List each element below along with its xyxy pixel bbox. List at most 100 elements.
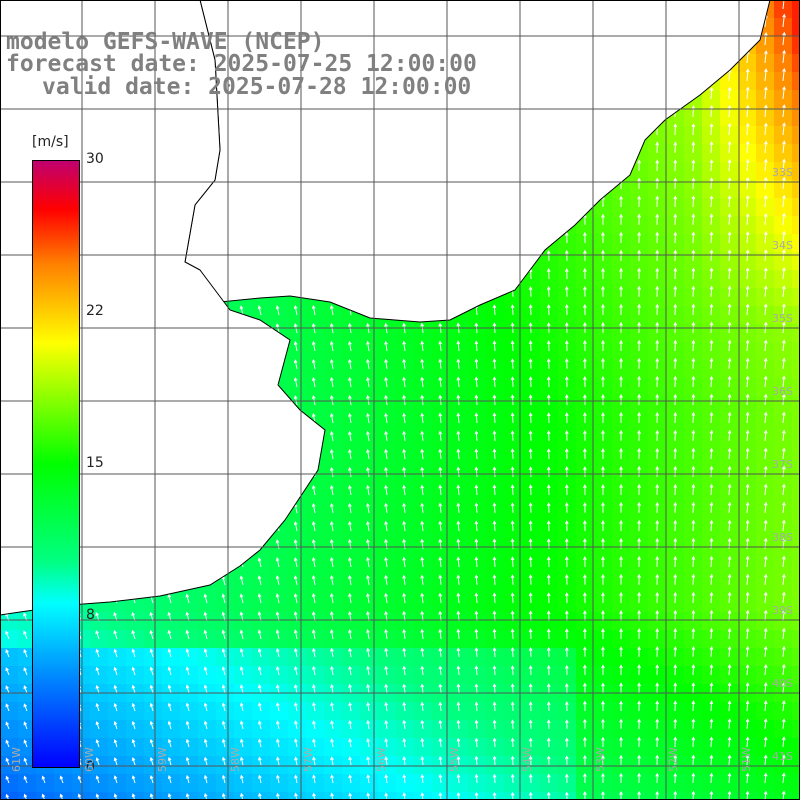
wind-arrow: [330, 629, 334, 640]
wind-cell: [612, 558, 631, 577]
wind-arrow: [510, 773, 515, 784]
wind-cell: [684, 378, 703, 397]
wind-cell: [558, 468, 577, 487]
wind-cell: [288, 648, 307, 667]
wind-cell: [0, 630, 19, 649]
wind-cell: [540, 594, 559, 613]
wind-cell: [450, 324, 469, 343]
wind-cell: [612, 378, 631, 397]
wind-cell: [504, 324, 523, 343]
wind-arrow: [438, 448, 443, 460]
wind-cell: [540, 702, 559, 721]
wind-arrow: [709, 447, 714, 460]
wind-arrow: [402, 774, 407, 784]
wind-arrow: [709, 177, 714, 190]
wind-cell: [378, 576, 397, 595]
wind-cell: [450, 666, 469, 685]
wind-arrow: [402, 448, 406, 460]
wind-arrow: [402, 376, 406, 388]
wind-arrow: [601, 285, 605, 298]
wind-cell: [630, 378, 649, 397]
wind-arrow: [781, 700, 786, 712]
wind-cell: [702, 720, 721, 739]
wind-arrow: [23, 685, 28, 694]
wind-cell: [792, 648, 800, 667]
wind-cell: [126, 612, 145, 631]
wind-arrow: [384, 665, 389, 676]
wind-cell: [198, 738, 217, 757]
wind-arrow: [727, 718, 732, 730]
wind-cell: [774, 144, 793, 163]
wind-cell: [540, 522, 559, 541]
wind-arrow: [438, 520, 443, 532]
wind-arrow: [474, 430, 479, 442]
wind-arrow: [366, 701, 370, 712]
wind-arrow: [311, 304, 316, 316]
wind-cell: [756, 414, 775, 433]
wind-arrow: [727, 339, 732, 352]
wind-cell: [648, 288, 667, 307]
wind-arrow: [763, 429, 768, 442]
wind-arrow: [131, 629, 136, 640]
wind-arrow: [583, 700, 587, 712]
wind-arrow: [601, 339, 605, 352]
wind-arrow: [23, 667, 28, 676]
wind-arrow: [474, 755, 479, 766]
wind-arrow: [764, 122, 768, 136]
wind-arrow: [637, 664, 641, 676]
wind-cell: [414, 540, 433, 559]
wind-arrow: [510, 358, 515, 370]
wind-cell: [324, 486, 343, 505]
wind-arrow: [781, 465, 786, 478]
wind-cell: [738, 774, 757, 793]
wind-cell: [360, 504, 379, 523]
wind-cell: [108, 702, 127, 721]
wind-arrow: [293, 575, 298, 586]
wind-arrow: [691, 627, 696, 640]
wind-cell: [414, 378, 433, 397]
wind-arrow: [763, 718, 768, 730]
wind-arrow: [781, 718, 786, 730]
wind-cell: [378, 630, 397, 649]
wind-cell: [288, 522, 307, 541]
wind-cell: [756, 72, 775, 91]
wind-cell: [558, 666, 577, 685]
wind-cell: [180, 612, 199, 631]
wind-cell: [792, 396, 800, 415]
wind-cell: [720, 72, 739, 91]
wind-cell: [18, 702, 37, 721]
wind-arrow: [257, 738, 262, 748]
wind-arrow: [366, 628, 370, 640]
wind-arrow: [673, 303, 678, 316]
wind-cell: [684, 270, 703, 289]
wind-cell: [522, 414, 541, 433]
wind-cell: [774, 180, 793, 199]
wind-cell: [630, 594, 649, 613]
wind-arrow: [456, 755, 461, 766]
wind-arrow: [763, 140, 768, 154]
wind-arrow: [619, 646, 623, 658]
wind-arrow: [131, 775, 136, 784]
wind-arrow: [745, 303, 750, 316]
wind-arrow: [691, 718, 696, 730]
wind-cell: [378, 558, 397, 577]
wind-arrow: [546, 683, 551, 694]
wind-cell: [504, 702, 523, 721]
wind-arrow: [582, 484, 587, 496]
wind-cell: [720, 540, 739, 559]
wind-arrow: [619, 700, 623, 712]
wind-cell: [684, 522, 703, 541]
wind-arrow: [564, 285, 569, 298]
wind-cell: [666, 630, 685, 649]
wind-arrow: [348, 574, 352, 586]
wind-cell: [0, 666, 19, 685]
wind-cell: [612, 720, 631, 739]
wind-arrow: [637, 195, 642, 208]
wind-cell: [108, 738, 127, 757]
wind-arrow: [239, 702, 244, 712]
wind-arrow: [637, 519, 642, 532]
wind-cell: [342, 666, 361, 685]
wind-cell: [396, 324, 415, 343]
wind-arrow: [492, 683, 497, 694]
wind-arrow: [763, 483, 768, 496]
